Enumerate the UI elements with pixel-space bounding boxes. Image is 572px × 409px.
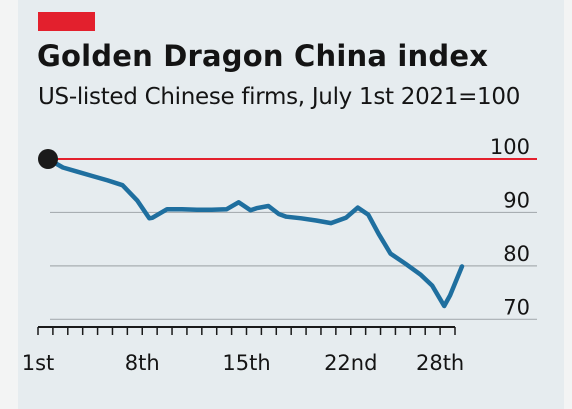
- chart-subtitle: US-listed Chinese firms, July 1st 2021=1…: [38, 84, 521, 110]
- x-tick-label: 22nd: [324, 351, 377, 375]
- brand-tag: [38, 12, 95, 31]
- series-line: [45, 156, 465, 309]
- x-tick-label: 28th: [416, 351, 464, 375]
- x-tick-label: 15th: [222, 351, 270, 375]
- x-tick-label: 8th: [125, 351, 160, 375]
- chart-title: Golden Dragon China index: [37, 39, 489, 73]
- y-tick-label: 70: [503, 295, 530, 319]
- y-tick-label: 80: [503, 242, 530, 266]
- start-marker: [38, 149, 58, 169]
- x-tick-label: 1st: [22, 351, 55, 375]
- y-tick-label: 90: [503, 188, 530, 212]
- y-tick-label: 100: [490, 135, 530, 159]
- chart-panel: [18, 0, 564, 409]
